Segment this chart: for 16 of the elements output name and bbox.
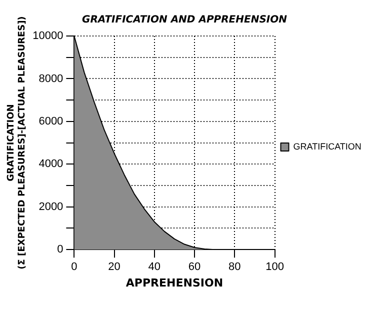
y-tick-label: 8000 <box>38 72 64 85</box>
y-tick-label: 4000 <box>38 158 64 170</box>
x-tick-label: 80 <box>228 261 241 274</box>
y-tick-label: 0 <box>57 244 64 256</box>
chart-title: GRATIFICATION AND APPREHENSION <box>82 14 288 26</box>
x-tick-label: 0 <box>71 261 78 274</box>
y-axis-title: GRATIFICATION (Σ [EXPECTED PLEASURES]-[ACTUAL PLEASURES]) <box>6 16 28 270</box>
x-tick-label: 40 <box>148 261 161 274</box>
x-tick-label: 100 <box>266 261 284 274</box>
y-tick-label: 10000 <box>32 30 64 42</box>
x-tick-label: 20 <box>108 261 120 274</box>
x-tick-label: 60 <box>188 261 201 274</box>
x-axis-title: APPREHENSION <box>126 276 224 290</box>
y-tick-label: 6000 <box>38 115 64 128</box>
legend-label: GRATIFICATION <box>293 141 362 152</box>
y-tick-label: 2000 <box>38 200 64 213</box>
